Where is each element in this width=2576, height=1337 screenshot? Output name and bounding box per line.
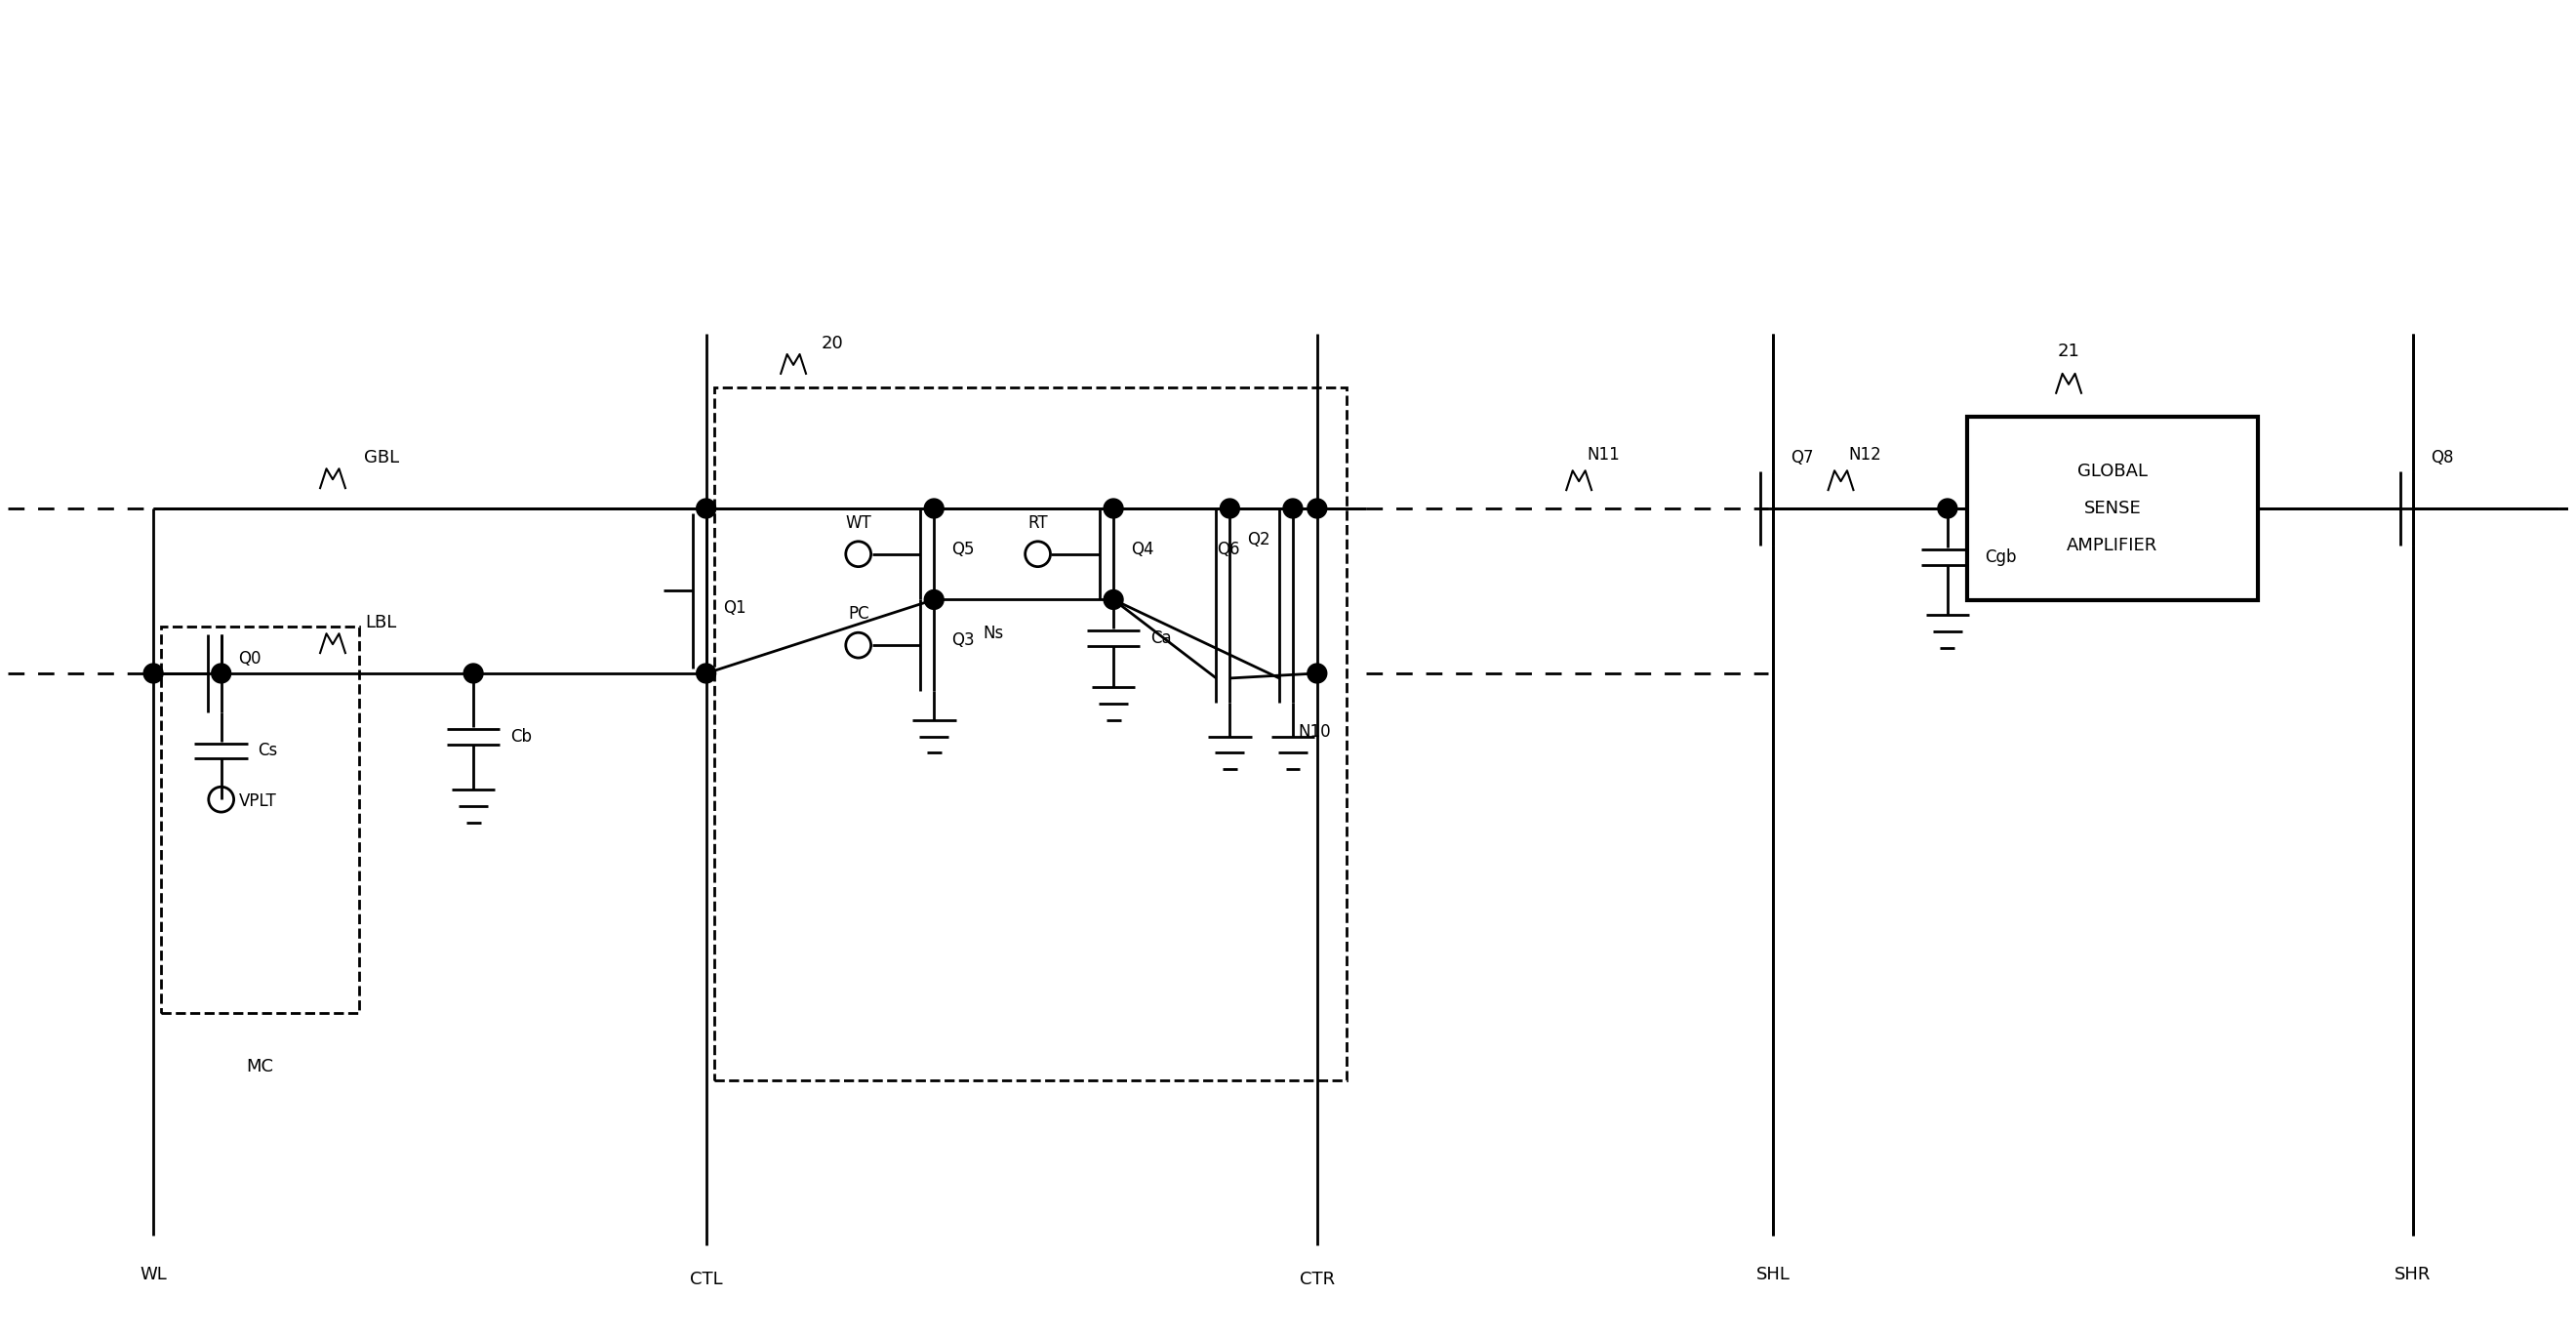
Text: GBL: GBL: [363, 449, 399, 467]
Text: PC: PC: [848, 606, 868, 623]
Text: Q3: Q3: [951, 631, 974, 650]
Text: N12: N12: [1850, 447, 1880, 464]
Text: VPLT: VPLT: [240, 793, 276, 810]
Text: Q6: Q6: [1216, 540, 1239, 558]
Text: Q5: Q5: [951, 540, 974, 558]
Circle shape: [925, 499, 943, 519]
Circle shape: [144, 663, 162, 683]
Circle shape: [696, 663, 716, 683]
Circle shape: [1309, 499, 1327, 519]
Text: Cgb: Cgb: [1984, 548, 2017, 566]
Text: Q1: Q1: [724, 599, 747, 618]
Circle shape: [211, 663, 232, 683]
Circle shape: [1283, 499, 1303, 519]
Text: RT: RT: [1028, 515, 1048, 532]
Circle shape: [1103, 499, 1123, 519]
Text: GLOBAL: GLOBAL: [2076, 463, 2148, 480]
Circle shape: [464, 663, 484, 683]
Text: 20: 20: [822, 334, 842, 353]
Text: Ca: Ca: [1151, 630, 1172, 647]
Circle shape: [1221, 499, 1239, 519]
Text: MC: MC: [247, 1058, 273, 1075]
Text: Q4: Q4: [1131, 540, 1154, 558]
Text: Q7: Q7: [1790, 449, 1814, 467]
Circle shape: [925, 590, 943, 610]
Text: Cb: Cb: [510, 727, 531, 745]
Text: Q0: Q0: [240, 650, 263, 667]
Circle shape: [1937, 499, 1958, 519]
Circle shape: [1103, 590, 1123, 610]
Text: WT: WT: [845, 515, 871, 532]
Circle shape: [696, 499, 716, 519]
Text: CTR: CTR: [1298, 1270, 1334, 1289]
Text: Q8: Q8: [2429, 449, 2452, 467]
Text: N10: N10: [1298, 723, 1332, 741]
Bar: [162, 627, 358, 1013]
Text: 21: 21: [2058, 342, 2079, 360]
Text: SENSE: SENSE: [2084, 500, 2141, 517]
Text: Ns: Ns: [981, 624, 1002, 642]
Circle shape: [1309, 663, 1327, 683]
Text: WL: WL: [139, 1266, 167, 1284]
Text: Cs: Cs: [258, 742, 278, 759]
Bar: [1968, 416, 2257, 600]
Text: Q2: Q2: [1247, 531, 1270, 548]
Text: SHL: SHL: [1757, 1266, 1790, 1284]
Text: CTL: CTL: [690, 1270, 721, 1289]
Text: N11: N11: [1587, 447, 1620, 464]
Text: LBL: LBL: [366, 614, 397, 631]
Text: SHR: SHR: [2396, 1266, 2432, 1284]
Bar: [714, 388, 1347, 1080]
Text: AMPLIFIER: AMPLIFIER: [2066, 536, 2159, 554]
